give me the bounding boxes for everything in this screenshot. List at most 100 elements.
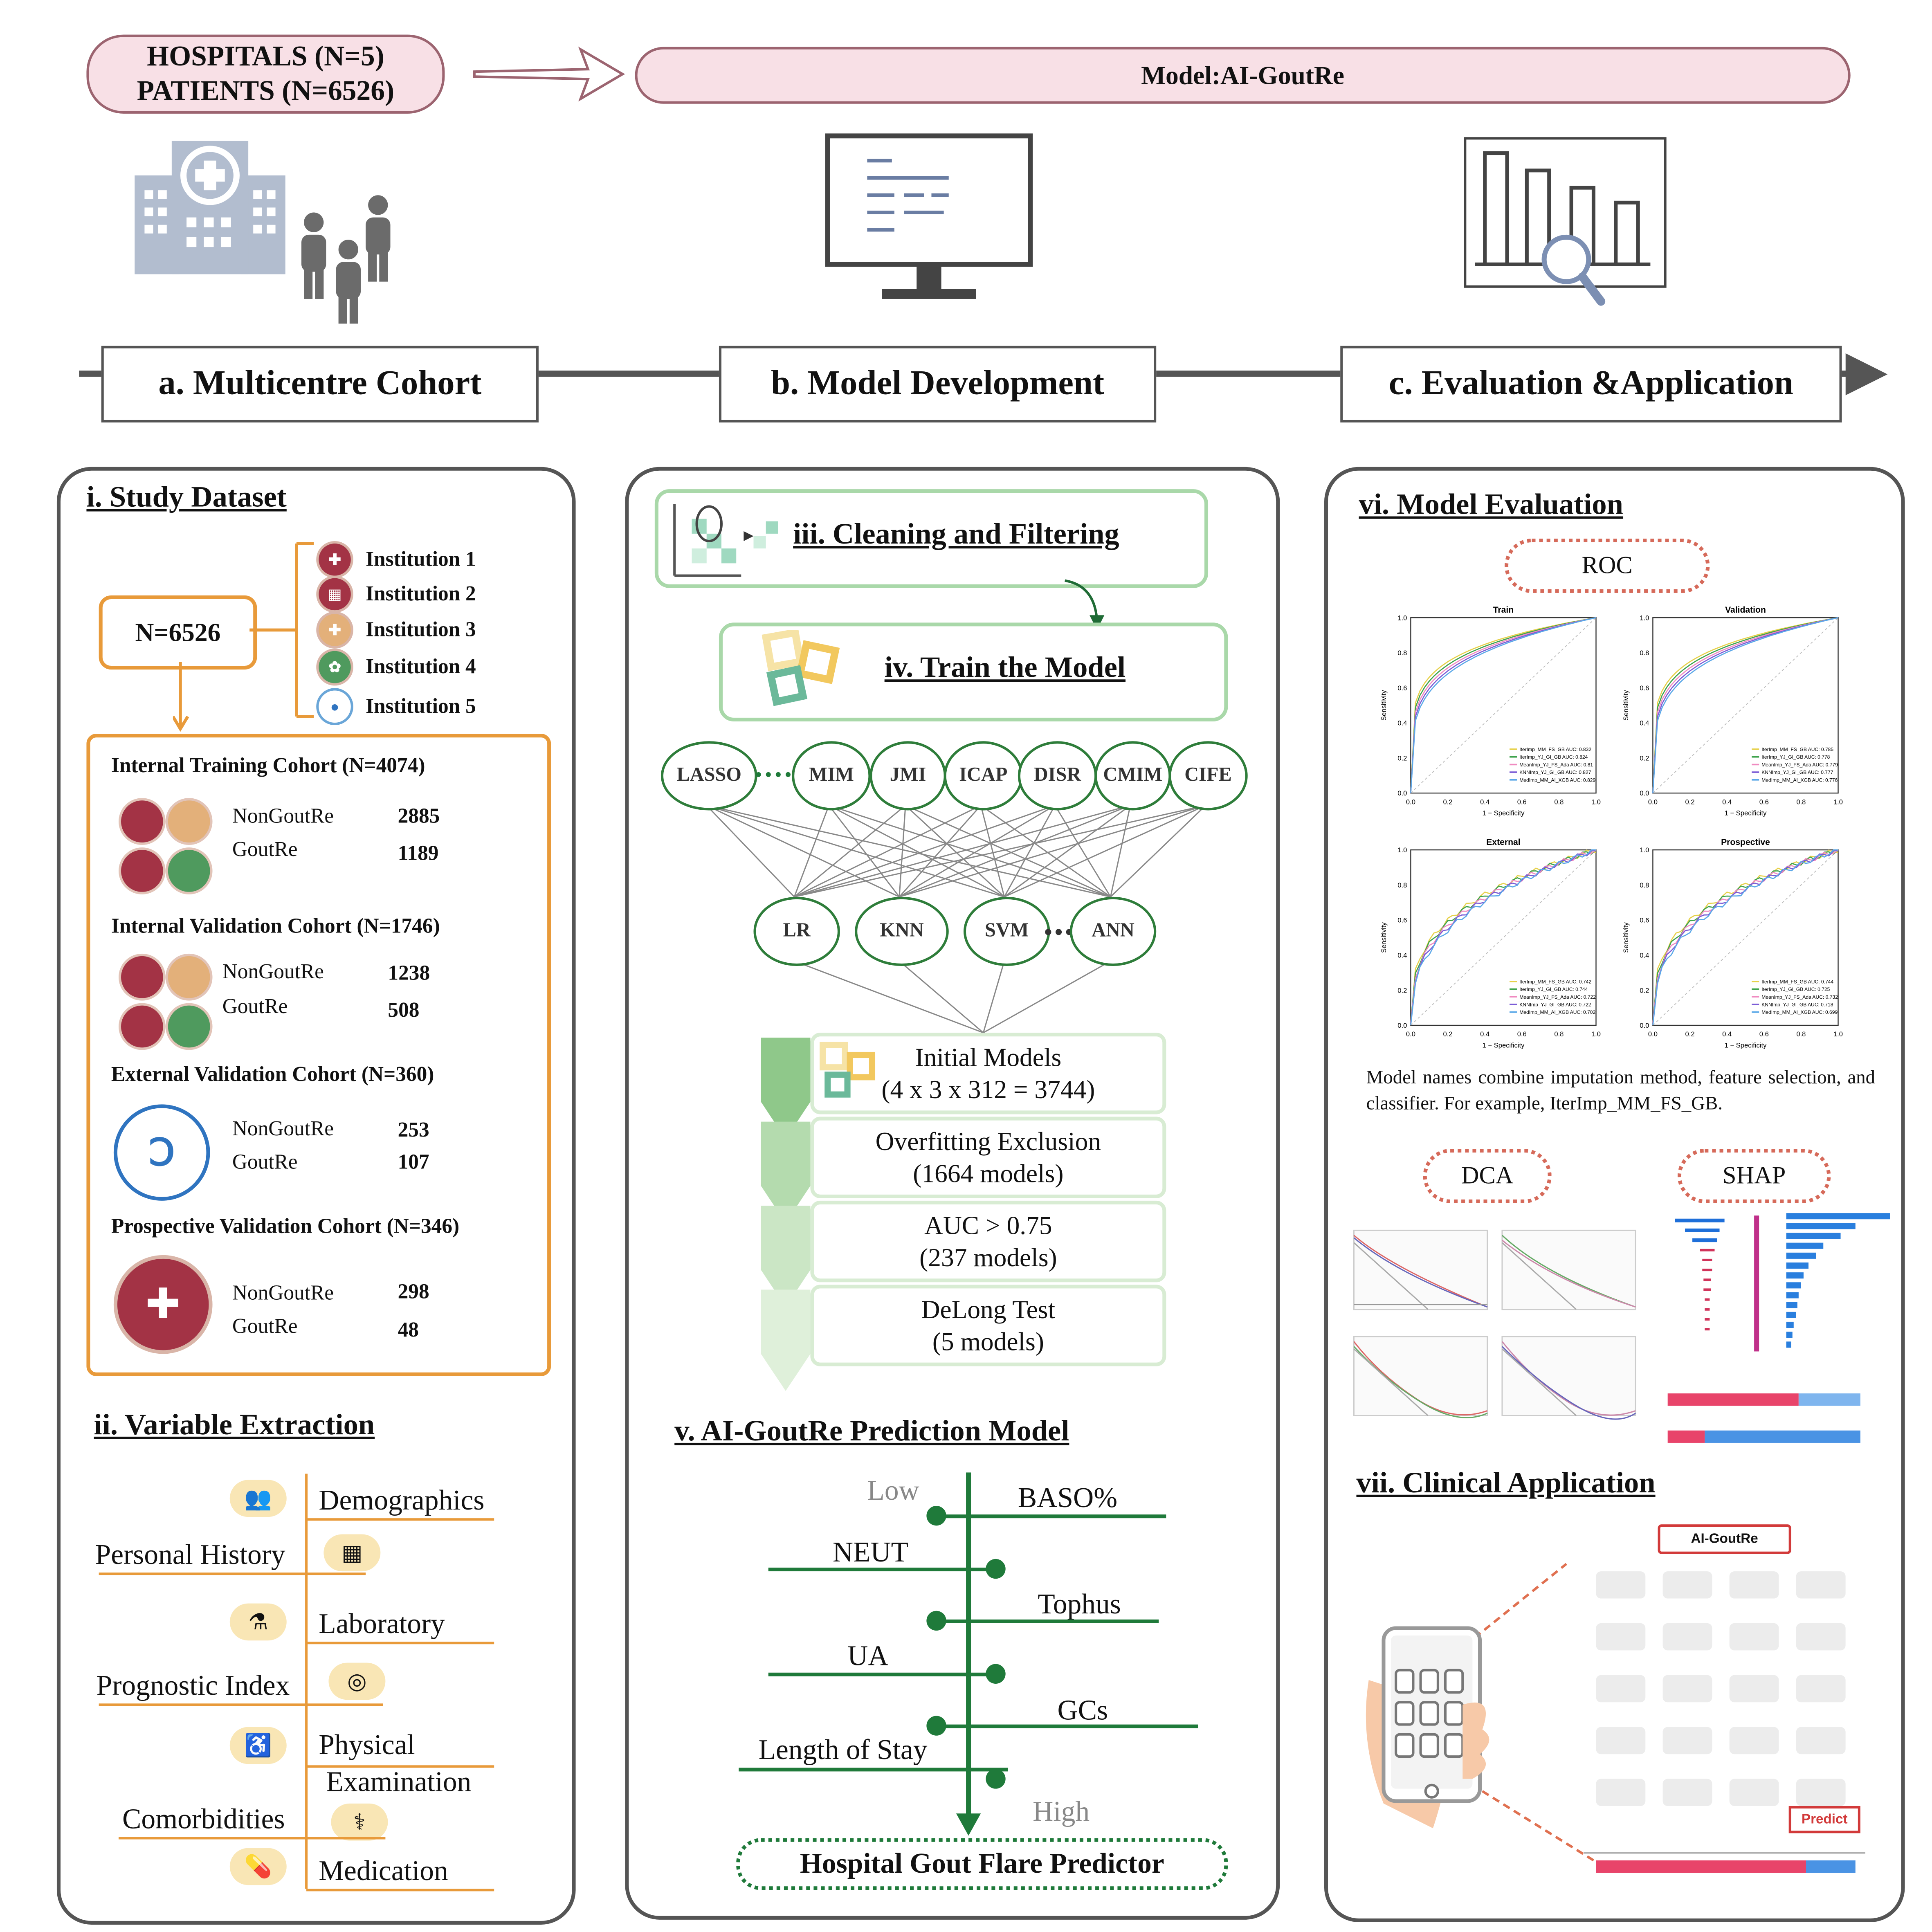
roc-curve [1410, 849, 1596, 1025]
network-edge [794, 804, 1131, 898]
app-input-field[interactable] [1729, 1571, 1779, 1599]
step-line2: (4 x 3 x 312 = 3744) [881, 1074, 1095, 1105]
app-input-field[interactable] [1796, 1623, 1846, 1651]
app-input-field[interactable] [1796, 1779, 1846, 1806]
institution-logo-icon [118, 1003, 166, 1050]
app-input-field[interactable] [1662, 1727, 1712, 1755]
roc-pill: ROC [1504, 538, 1710, 593]
app-input-field[interactable] [1596, 1727, 1646, 1755]
roc-x-tick: 1.0 [1591, 1030, 1601, 1038]
app-input-field[interactable] [1662, 1571, 1712, 1599]
roc-x-tick: 0.2 [1443, 1030, 1452, 1038]
model-blocks-icon [762, 630, 840, 706]
roc-curve [1410, 849, 1596, 1026]
roc-panel-title: Train [1493, 605, 1514, 615]
roc-y-tick: 0.8 [1397, 649, 1407, 657]
node-label: ANN [1092, 920, 1134, 941]
node-cmim: CMIM [1094, 741, 1171, 811]
institution-logo-icon: ✿ [316, 648, 353, 686]
study-dataset-title: i. Study Dataset [86, 481, 287, 514]
roc-x-label: 1 − Specificity [1724, 1041, 1767, 1049]
laboratory-icon: ⚗ [229, 1603, 287, 1641]
roc-curve [1652, 849, 1838, 1026]
roc-y-tick: 0.0 [1640, 1022, 1649, 1029]
predict-button[interactable]: Predict [1788, 1806, 1860, 1833]
roc-y-tick: 1.0 [1640, 614, 1649, 622]
app-input-field[interactable] [1596, 1675, 1646, 1703]
app-input-field[interactable] [1796, 1727, 1846, 1755]
cohort-title: External Validation Cohort (N=360) [111, 1062, 434, 1086]
app-input-field[interactable] [1729, 1675, 1779, 1703]
hospital-icon [135, 141, 285, 274]
app-input-field[interactable] [1662, 1623, 1712, 1651]
roc-legend-entry: IterImp_YJ_GI_GB AUC: 0.824 [1519, 754, 1588, 760]
roc-curve [1410, 617, 1596, 793]
app-input-field[interactable] [1729, 1623, 1779, 1651]
roc-legend-entry: KNNImp_YJ_GI_GB AUC: 0.718 [1761, 1002, 1833, 1007]
roc-legend-entry: MedImp_MM_AI_XGB AUC: 0.776 [1761, 777, 1838, 783]
institution-5: ● Institution 5 [316, 688, 476, 726]
model-pill-label: Model:AI-GoutRe [1141, 60, 1345, 90]
roc-y-tick: 0.8 [1640, 881, 1649, 889]
nongoutre-count: 253 [398, 1118, 429, 1141]
institution-logo-icon [165, 798, 213, 845]
variable-extraction-title: ii. Variable Extraction [94, 1409, 375, 1442]
node-label: MIM [809, 764, 854, 786]
medication-icon: 💊 [229, 1848, 287, 1885]
total-n-box: N=6526 [99, 595, 257, 670]
comorbidities-icon: ⚕ [331, 1803, 388, 1841]
app-input-field[interactable] [1596, 1623, 1646, 1651]
funnel-chevrons [761, 1038, 811, 1391]
app-input-field[interactable] [1729, 1779, 1779, 1806]
roc-panel-title: Validation [1725, 605, 1766, 615]
feature-length-of-stay: Length of Stay [758, 1734, 928, 1766]
institution-logo-icon [165, 847, 213, 894]
network-edge [1004, 805, 1056, 897]
goutre-count: 107 [398, 1150, 429, 1174]
roc-y-tick: 0.6 [1640, 684, 1649, 692]
app-input-field[interactable] [1796, 1675, 1846, 1703]
institution-label: Institution 2 [366, 582, 476, 606]
hospitals-patients-pill: HOSPITALS (N=5) PATIENTS (N=6526) [86, 34, 445, 114]
node-disr: DISR [1018, 741, 1097, 811]
app-title-box: AI-GoutRe [1658, 1524, 1791, 1554]
roc-panel: Train 0.00.0 0.2 0.2 0.4 0.4 0.6 0.6 0.8 0.8 1.0 1.… [1380, 605, 1601, 817]
variable-axis [305, 1474, 308, 1889]
low-label: Low [867, 1475, 919, 1506]
roc-curve [1652, 849, 1838, 1025]
roc-x-tick: 0.6 [1517, 1030, 1527, 1038]
roc-y-tick: 1.0 [1640, 846, 1649, 854]
shap-thumbnails [1653, 1211, 1890, 1443]
arrow-icon [473, 46, 625, 101]
roc-panel: External 0.00.0 0.2 0.2 0.4 0.4 0.6 0.6 0.8 0.8 1.… [1380, 838, 1601, 1049]
node-label: JMI [890, 764, 926, 786]
model-blocks-icon [820, 1042, 876, 1098]
node-svm: SVM [963, 896, 1050, 966]
roc-y-tick: 1.0 [1397, 846, 1407, 854]
app-input-field[interactable] [1596, 1571, 1646, 1599]
app-input-field[interactable] [1662, 1779, 1712, 1806]
roc-x-tick: 0.4 [1480, 1030, 1489, 1038]
roc-y-tick: 0.8 [1640, 649, 1649, 657]
app-input-field[interactable] [1662, 1675, 1712, 1703]
roc-y-tick: 0.2 [1397, 754, 1407, 762]
node-lasso: LASSO [660, 741, 757, 811]
step-delong: DeLong Test (5 models) [810, 1285, 1166, 1366]
app-input-field[interactable] [1796, 1571, 1846, 1599]
network-edge [1004, 804, 1206, 898]
app-input-field[interactable] [1729, 1727, 1779, 1755]
app-input-field[interactable] [1596, 1779, 1646, 1806]
network-edge [899, 805, 1056, 898]
roc-y-tick: 0.0 [1397, 789, 1407, 797]
node-label: LR [783, 920, 811, 941]
dotted-connector [756, 772, 791, 777]
personal-history-icon: ▦ [323, 1534, 381, 1572]
roc-panel-title: External [1486, 838, 1520, 847]
roc-x-label: 1 − Specificity [1724, 809, 1767, 817]
node-ann: ANN [1069, 896, 1157, 966]
institution-3: ✚ Institution 3 [316, 611, 476, 649]
step-line2: (1664 models) [913, 1159, 1064, 1188]
roc-y-label: Sensitivity [1622, 690, 1630, 721]
roc-label: ROC [1582, 551, 1633, 579]
shap-pill: SHAP [1677, 1149, 1831, 1203]
